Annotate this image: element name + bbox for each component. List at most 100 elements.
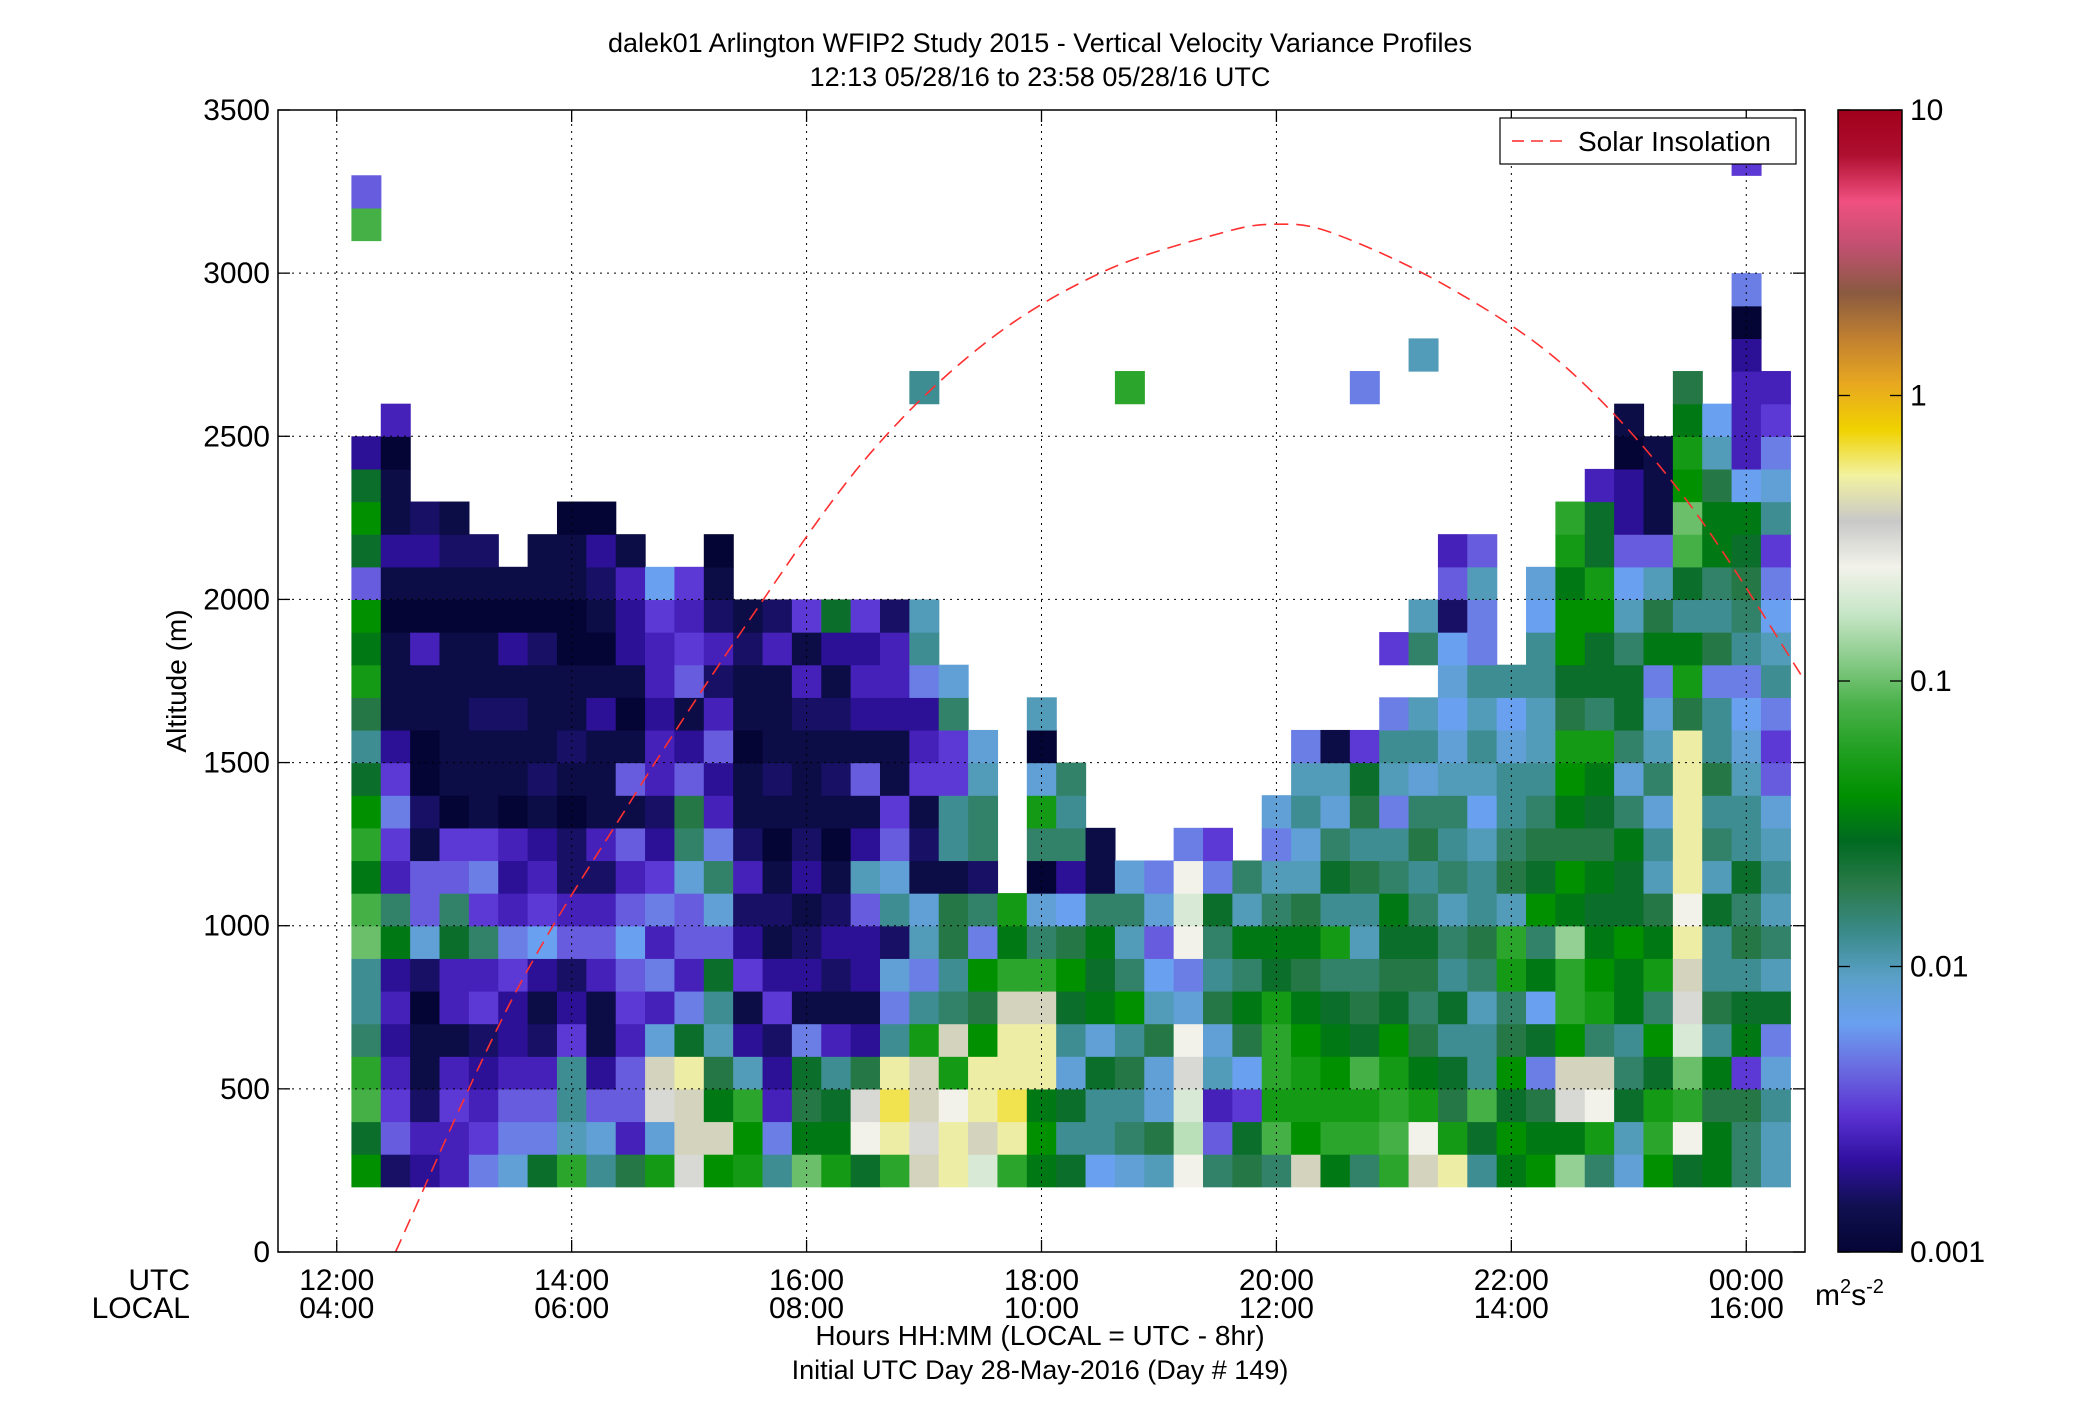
heatmap-cell [351, 501, 382, 535]
heatmap-cell [1114, 860, 1145, 894]
heatmap-cell [1760, 534, 1791, 568]
heatmap-cell [1437, 632, 1468, 666]
heatmap-cell [351, 762, 382, 796]
heatmap-cell [1437, 795, 1468, 829]
heatmap-cell [351, 958, 382, 992]
heatmap-cell [1467, 762, 1498, 796]
heatmap-cell [1672, 1121, 1703, 1155]
heatmap-cell [351, 468, 382, 503]
heatmap-cell [468, 990, 499, 1025]
heatmap-cell [1731, 436, 1762, 470]
heatmap-cells [351, 142, 1791, 1188]
heatmap-cell [1526, 599, 1556, 633]
heatmap-cell [1672, 566, 1703, 601]
heatmap-cell [1144, 893, 1175, 927]
heatmap-cell [1672, 1056, 1703, 1090]
heatmap-cell [821, 925, 852, 959]
heatmap-cell [380, 1154, 411, 1188]
heatmap-cell [527, 599, 558, 633]
heatmap-cell [909, 925, 940, 959]
heatmap-cell [850, 1154, 881, 1188]
heatmap-cell [1555, 990, 1586, 1025]
heatmap-cell [703, 827, 734, 862]
heatmap-cell [1760, 958, 1791, 992]
heatmap-cell [1408, 762, 1439, 796]
heatmap-cell [938, 990, 969, 1025]
heatmap-cell [733, 958, 764, 992]
x-tick-label-utc: 14:00 [534, 1264, 609, 1297]
heatmap-cell [498, 827, 529, 862]
heatmap-cell [1320, 827, 1351, 862]
heatmap-cell [351, 860, 382, 894]
heatmap-cell [1085, 1088, 1116, 1123]
heatmap-cell [703, 697, 734, 731]
heatmap-cell [791, 925, 822, 959]
heatmap-cell [1555, 795, 1586, 829]
heatmap-cell [909, 1121, 940, 1155]
heatmap-cell [1056, 990, 1087, 1025]
heatmap-cell [1437, 1056, 1468, 1090]
heatmap-cell [1379, 1121, 1410, 1155]
heatmap-cell [1026, 827, 1057, 862]
heatmap-cell [733, 664, 764, 698]
heatmap-cell [762, 1154, 793, 1188]
heatmap-cell [1203, 1121, 1233, 1155]
heatmap-cell [703, 632, 734, 666]
heatmap-cell [527, 1154, 558, 1188]
heatmap-cell [1349, 729, 1380, 764]
heatmap-cell [997, 1088, 1028, 1123]
heatmap-cell [380, 925, 411, 959]
heatmap-cell [733, 1088, 764, 1123]
heatmap-cell [1467, 925, 1498, 959]
heatmap-cell [527, 632, 558, 666]
heatmap-cell [1760, 1088, 1791, 1123]
heatmap-cell [674, 925, 705, 959]
heatmap-cell [645, 893, 676, 927]
heatmap-cell [1261, 827, 1292, 862]
solar-insolation-line [394, 223, 1806, 1253]
heatmap-cell [762, 729, 793, 764]
heatmap-cell [1584, 925, 1615, 959]
heatmap-cell [410, 1056, 441, 1090]
heatmap-cell [1379, 1056, 1410, 1090]
heatmap-cell [1526, 1154, 1556, 1188]
heatmap-cell [879, 664, 910, 698]
heatmap-cell [1379, 1023, 1410, 1057]
heatmap-cell [674, 599, 705, 633]
heatmap-cell [1526, 893, 1556, 927]
x-tick-label-local: 14:00 [1474, 1292, 1549, 1325]
heatmap-cell [1643, 762, 1674, 796]
heatmap-cell [1672, 468, 1703, 503]
heatmap-cell [1526, 860, 1556, 894]
heatmap-cell [468, 958, 499, 992]
heatmap-cell [615, 1121, 646, 1155]
heatmap-cell [821, 1056, 852, 1090]
heatmap-cell [556, 534, 587, 568]
heatmap-cell [1291, 990, 1322, 1025]
heatmap-cell [1760, 371, 1791, 405]
x-tick-label-utc: 00:00 [1709, 1264, 1784, 1297]
heatmap-cell [1702, 1023, 1733, 1057]
heatmap-cell [703, 534, 734, 568]
heatmap-cell [1379, 958, 1410, 992]
heatmap-cell [380, 795, 411, 829]
heatmap-cell [1555, 1023, 1586, 1057]
heatmap-cell [1731, 729, 1762, 764]
heatmap-cell [615, 958, 646, 992]
heatmap-cell [1760, 566, 1791, 601]
heatmap-cell [1526, 664, 1556, 698]
heatmap-cell [1584, 990, 1615, 1025]
heatmap-cell [733, 990, 764, 1025]
heatmap-cell [439, 599, 470, 633]
heatmap-cell [1085, 925, 1116, 959]
heatmap-cell [586, 925, 617, 959]
heatmap-cell [527, 860, 558, 894]
heatmap-cell [556, 729, 587, 764]
heatmap-cell [645, 729, 676, 764]
heatmap-cell [791, 729, 822, 764]
x-tick-label-local: 16:00 [1709, 1292, 1784, 1325]
heatmap-cell [1320, 860, 1351, 894]
heatmap-cell [1760, 697, 1791, 731]
heatmap-cell [703, 958, 734, 992]
